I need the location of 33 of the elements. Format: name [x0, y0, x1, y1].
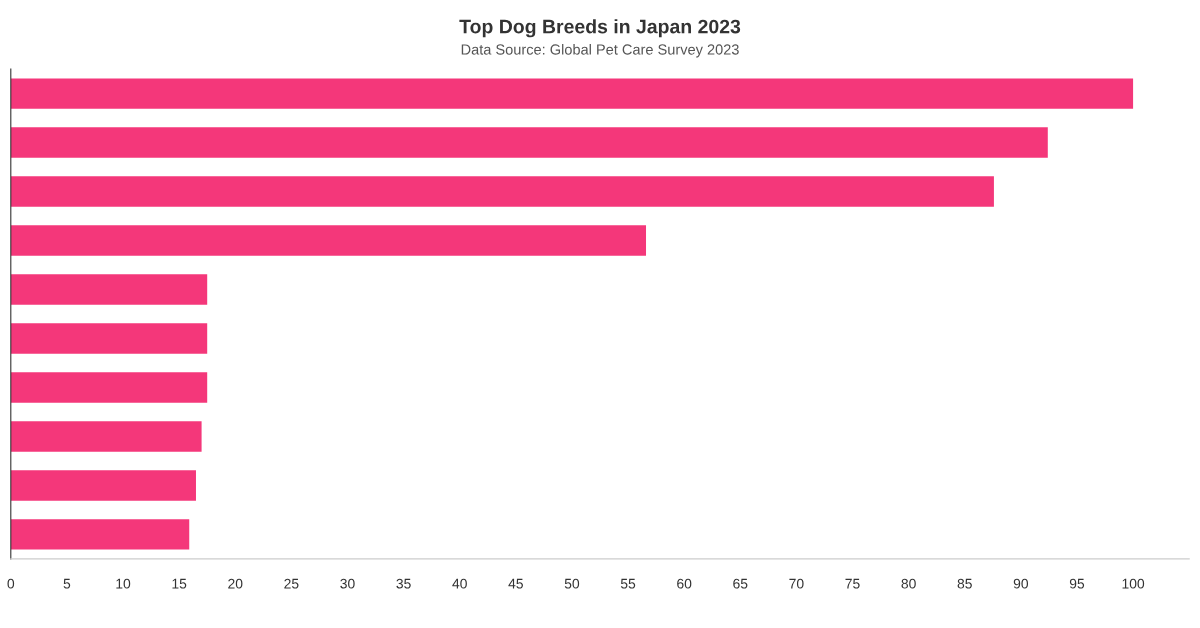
x-tick-label: 15 [172, 578, 187, 589]
x-tick-label: 55 [620, 578, 636, 589]
bar [10, 372, 208, 403]
chart-subtitle: Data Source: Global Pet Care Survey 2023 [461, 43, 739, 58]
x-tick-label: 65 [733, 578, 748, 589]
x-tick-label: 30 [340, 578, 355, 589]
x-tick-label: 60 [677, 578, 692, 589]
chart-title: Top Dog Breeds in Japan 2023 [459, 19, 741, 38]
x-tick-label: 35 [396, 578, 411, 589]
bar [10, 127, 1048, 158]
x-tick-label: 10 [116, 578, 131, 589]
x-tick-label: 95 [1069, 578, 1085, 589]
x-tick-label: 80 [901, 578, 916, 589]
bar [10, 274, 208, 305]
x-tick-label: 50 [564, 578, 580, 589]
x-tick-label: 75 [845, 578, 860, 589]
bar [10, 519, 190, 550]
x-tick-label: 20 [228, 578, 243, 589]
bar [10, 78, 1134, 109]
x-tick-label: 100 [1122, 578, 1145, 589]
bar [10, 421, 202, 452]
x-tick-label: 40 [452, 578, 467, 589]
bar [10, 225, 647, 256]
bar [10, 323, 208, 354]
x-tick-label: 45 [508, 578, 523, 589]
x-tick-label: 90 [1013, 578, 1029, 589]
x-tick-label: 85 [957, 578, 972, 589]
x-tick-label: 70 [789, 578, 804, 589]
bar [10, 470, 196, 501]
x-tick-label: 25 [284, 578, 299, 589]
x-tick-label: 5 [63, 578, 71, 589]
x-tick-label: 0 [7, 578, 15, 589]
bar [10, 176, 994, 207]
